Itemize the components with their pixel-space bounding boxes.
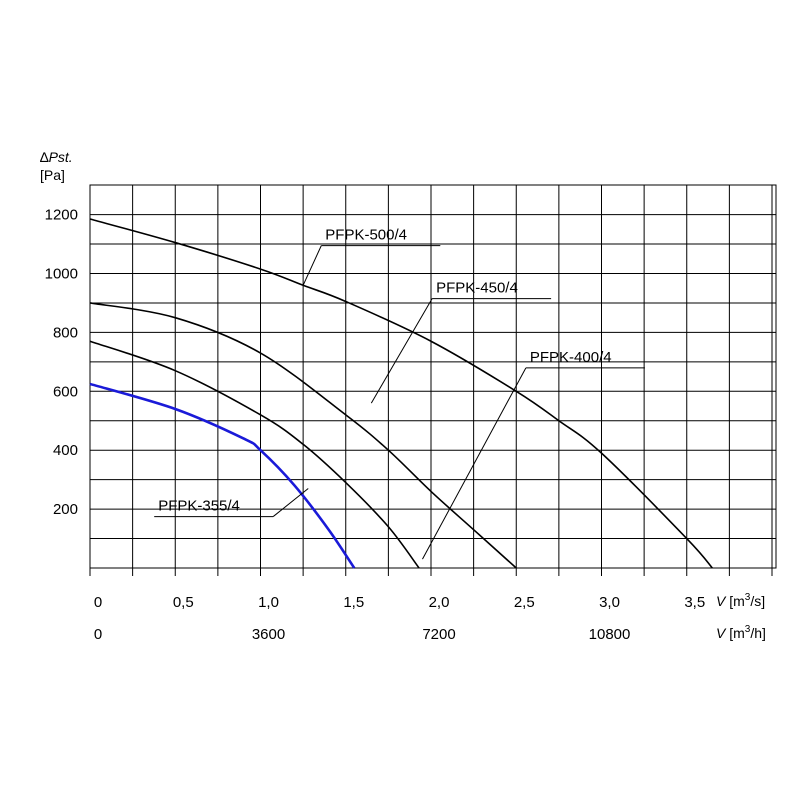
unit-part: [m xyxy=(729,593,745,609)
y-tick-label: 600 xyxy=(53,383,78,400)
unit-part: 3 xyxy=(745,624,751,635)
y-axis-delta: ∆ xyxy=(40,149,49,165)
label-leader xyxy=(302,245,322,286)
series-label-text: PFPK-355/4 xyxy=(158,498,240,515)
unit-part: [m xyxy=(729,625,745,641)
y-tick-label: 200 xyxy=(53,501,78,518)
series-curve-pfpk-450-4 xyxy=(89,302,517,569)
label-leader xyxy=(370,298,433,404)
y-tick-label: 400 xyxy=(53,442,78,459)
unit-part: /s] xyxy=(750,593,765,609)
label-leader xyxy=(422,367,527,560)
x-tick-label-m3s: 2,0 xyxy=(429,594,450,611)
series-label-text: PFPK-500/4 xyxy=(325,227,407,244)
label-leader xyxy=(272,488,309,517)
x-tick-label-m3s: 0 xyxy=(94,594,102,611)
y-axis-symbol: ∆Pst. xyxy=(40,149,73,165)
series-curve-pfpk-500-4 xyxy=(89,218,713,569)
y-tick-label: 1200 xyxy=(45,207,78,224)
y-axis-unit: [Pa] xyxy=(40,167,65,183)
x-tick-label-m3s: 0,5 xyxy=(173,594,194,611)
series-curves xyxy=(89,218,713,569)
series-curve-pfpk-355-4 xyxy=(89,382,356,569)
x-tick-label-m3s: 3,0 xyxy=(599,594,620,611)
series-labels: PFPK-500/4 PFPK-450/4 PFPK-400/4 PFPK-355/4 xyxy=(154,227,645,560)
x-tick-label-m3s: 1,5 xyxy=(343,594,364,611)
series-curve-pfpk-400-4 xyxy=(89,340,420,569)
series-label-text: PFPK-450/4 xyxy=(436,280,518,297)
x-tick-label-m3h: 10800 xyxy=(589,626,631,643)
unit-part: /h] xyxy=(750,625,766,641)
x-tick-label-m3s: 1,0 xyxy=(258,594,279,611)
x-tick-label-m3s: 2,5 xyxy=(514,594,535,611)
y-tick-label: 800 xyxy=(53,324,78,341)
x-axis-unit-m3s: V [m3/s] xyxy=(716,592,765,609)
grid xyxy=(89,184,777,576)
x-tick-label-m3h: 0 xyxy=(94,626,102,643)
series-label-text: PFPK-400/4 xyxy=(530,349,612,366)
y-axis-symbol-text: Pst. xyxy=(49,149,73,165)
x-tick-label-m3h: 7200 xyxy=(422,626,455,643)
unit-part: V xyxy=(716,593,729,609)
unit-part: V xyxy=(716,625,729,641)
plot-frame xyxy=(89,184,777,569)
x-tick-label-m3h: 3600 xyxy=(252,626,285,643)
unit-part: 3 xyxy=(745,592,751,603)
y-tick-labels: 1200 1000 800 600 400 200 xyxy=(45,207,78,518)
x-tick-label-m3s: 3,5 xyxy=(684,594,705,611)
x-tick-labels-m3s: 0 0,5 1,0 1,5 2,0 2,5 3,0 3,5 xyxy=(94,594,705,611)
y-tick-label: 1000 xyxy=(45,266,78,283)
x-axis-unit-m3h: V [m3/h] xyxy=(716,624,766,641)
x-tick-labels-m3h: 0 3600 7200 10800 xyxy=(94,626,631,643)
